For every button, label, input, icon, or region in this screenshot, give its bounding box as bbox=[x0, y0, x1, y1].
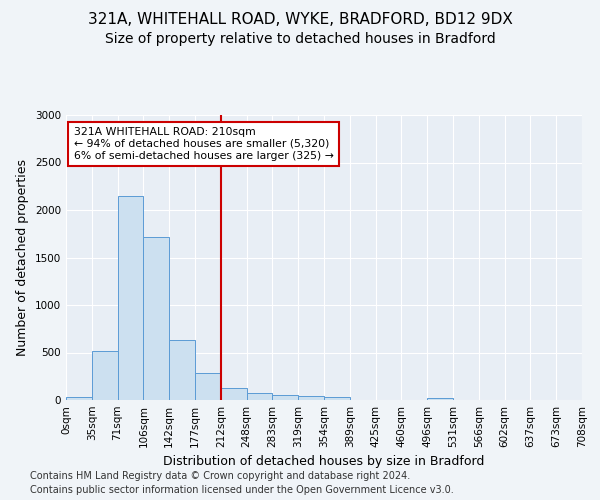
Text: Size of property relative to detached houses in Bradford: Size of property relative to detached ho… bbox=[104, 32, 496, 46]
Bar bbox=[221, 388, 247, 400]
Bar bbox=[324, 397, 350, 400]
Bar bbox=[118, 196, 143, 400]
X-axis label: Distribution of detached houses by size in Bradford: Distribution of detached houses by size … bbox=[163, 456, 485, 468]
Y-axis label: Number of detached properties: Number of detached properties bbox=[16, 159, 29, 356]
Text: Contains public sector information licensed under the Open Government Licence v3: Contains public sector information licen… bbox=[30, 485, 454, 495]
Bar bbox=[169, 340, 195, 400]
Bar bbox=[427, 398, 453, 400]
Bar bbox=[143, 236, 169, 400]
Text: 321A, WHITEHALL ROAD, WYKE, BRADFORD, BD12 9DX: 321A, WHITEHALL ROAD, WYKE, BRADFORD, BD… bbox=[88, 12, 512, 28]
Bar bbox=[272, 395, 298, 400]
Text: Contains HM Land Registry data © Crown copyright and database right 2024.: Contains HM Land Registry data © Crown c… bbox=[30, 471, 410, 481]
Text: 321A WHITEHALL ROAD: 210sqm
← 94% of detached houses are smaller (5,320)
6% of s: 321A WHITEHALL ROAD: 210sqm ← 94% of det… bbox=[74, 128, 334, 160]
Bar bbox=[247, 393, 272, 400]
Bar bbox=[298, 396, 324, 400]
Bar bbox=[66, 397, 92, 400]
Bar bbox=[195, 374, 221, 400]
Bar bbox=[92, 350, 118, 400]
